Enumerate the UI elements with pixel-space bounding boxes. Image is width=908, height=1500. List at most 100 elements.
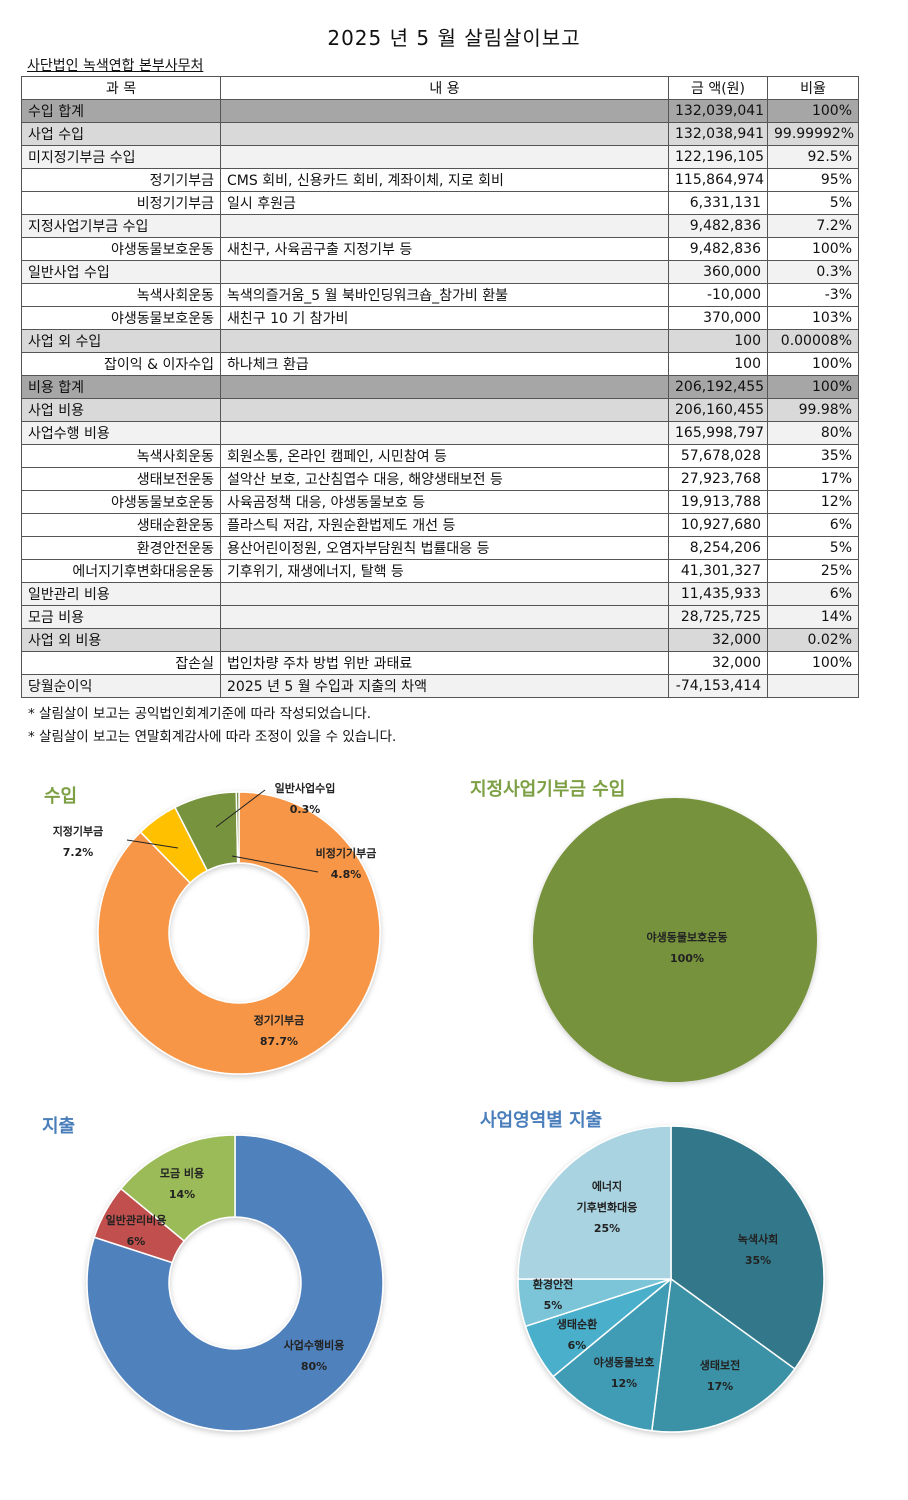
pie-slice-야생동물보호운동 xyxy=(532,798,817,1082)
pie-chart-2 xyxy=(86,1134,384,1432)
slice-label: 지정기부금 xyxy=(53,824,104,838)
row-description: 2025 년 5 월 수입과 지출의 차액 xyxy=(220,674,669,698)
pie-slice-야생동물보호 xyxy=(552,1277,672,1432)
pie-chart-1 xyxy=(532,798,817,1082)
row-ratio: 80% xyxy=(767,421,859,445)
row-ratio: 0.02% xyxy=(767,628,859,652)
row-description: 기후위기, 재생에너지, 탈핵 등 xyxy=(220,559,669,583)
slice-value: 6% xyxy=(127,1235,146,1248)
row-amount: 9,482,836 xyxy=(668,214,768,238)
slice-value: 7.2% xyxy=(63,846,94,859)
row-amount: 57,678,028 xyxy=(668,444,768,468)
pie-slice-일반사업수입 xyxy=(235,791,240,864)
row-description: 플라스틱 저감, 자원순환법제도 개선 등 xyxy=(220,513,669,537)
row-subject: 에너지기후변화대응운동 xyxy=(21,559,221,583)
row-description xyxy=(220,375,669,399)
slice-value: 87.7% xyxy=(260,1035,298,1048)
pie-slice-모금 비용 xyxy=(119,1134,236,1242)
row-subject: 야생동물보호운동 xyxy=(21,306,221,330)
row-ratio: 100% xyxy=(767,651,859,675)
table-row: 잡손실 법인차량 주차 방법 위반 과태료 32,000 100% xyxy=(21,651,859,675)
slice-label: 모금 비용 xyxy=(160,1166,204,1180)
note-2: * 살림살이 보고는 연말회계감사에 따라 조정이 있을 수 있습니다. xyxy=(28,729,397,745)
row-amount: 10,927,680 xyxy=(668,513,768,537)
table-row: 지정사업기부금 수입 9,482,836 7.2% xyxy=(21,214,859,238)
slice-value: 12% xyxy=(611,1377,637,1390)
table-row: 생태보전운동 설악산 보호, 고산침엽수 대응, 해양생태보전 등 27,923,7… xyxy=(21,467,859,491)
table-row: 사업 비용 206,160,455 99.98% xyxy=(21,398,859,422)
slice-label: 사업수행비용 xyxy=(284,1338,345,1352)
row-subject: 비정기기부금 xyxy=(21,191,221,215)
pie-slice-녹색사회 xyxy=(670,1125,825,1370)
slice-label: 생태보전 xyxy=(700,1358,740,1372)
row-subject: 정기기부금 xyxy=(21,168,221,192)
chart-title-expense: 지출 xyxy=(42,1116,76,1137)
table-row: 사업 외 수입 100 0.00008% xyxy=(21,329,859,353)
slice-label: 환경안전 xyxy=(533,1277,573,1291)
slice-value: 25% xyxy=(594,1222,620,1235)
row-amount: 41,301,327 xyxy=(668,559,768,583)
leader-line xyxy=(231,855,319,873)
slice-label: 일반관리비용 xyxy=(106,1213,167,1227)
table-row: 잡이익 & 이자수입 하나체크 환급 100 100% xyxy=(21,352,859,376)
row-subject: 비용 합계 xyxy=(21,375,221,399)
slice-value: 17% xyxy=(707,1380,733,1393)
leader-line xyxy=(126,839,179,849)
row-subject: 일반관리 비용 xyxy=(21,582,221,606)
chart-title-designated: 지정사업기부금 수입 xyxy=(470,779,626,800)
row-description xyxy=(220,628,669,652)
row-ratio: 99.98% xyxy=(767,398,859,422)
row-ratio: 25% xyxy=(767,559,859,583)
row-amount: 206,160,455 xyxy=(668,398,768,422)
row-ratio: 103% xyxy=(767,306,859,330)
table-row: 사업 외 비용 32,000 0.02% xyxy=(21,628,859,652)
row-description: 새친구, 사육곰구출 지정기부 등 xyxy=(220,237,669,261)
row-amount: -10,000 xyxy=(668,283,768,307)
table-row: 에너지기후변화대응운동 기후위기, 재생에너지, 탈핵 등 41,301,327 25… xyxy=(21,559,859,583)
slice-label: 비정기기부금 xyxy=(316,846,377,860)
pie-chart-3 xyxy=(517,1125,825,1433)
row-amount: 165,998,797 xyxy=(668,421,768,445)
row-ratio: 35% xyxy=(767,444,859,468)
row-subject: 사업 외 수입 xyxy=(21,329,221,353)
row-amount: 9,482,836 xyxy=(668,237,768,261)
row-amount: 370,000 xyxy=(668,306,768,330)
row-subject: 모금 비용 xyxy=(21,605,221,629)
row-subject: 환경안전운동 xyxy=(21,536,221,560)
slice-label: 에너지 xyxy=(592,1179,622,1193)
row-amount: 132,039,041 xyxy=(668,99,768,123)
row-ratio: 100% xyxy=(767,99,859,123)
note-1: * 살림살이 보고는 공익법인회계기준에 따라 작성되었습니다. xyxy=(28,706,371,722)
slice-value: 35% xyxy=(745,1254,771,1267)
slice-label: 녹색사회 xyxy=(738,1232,778,1246)
row-amount: 115,864,974 xyxy=(668,168,768,192)
page-title: 2025 년 5 월 살림살이보고 xyxy=(327,26,581,50)
row-description: 설악산 보호, 고산침엽수 대응, 해양생태보전 등 xyxy=(220,467,669,491)
table-row: 야생동물보호운동 새친구, 사육곰구출 지정기부 등 9,482,836 100% xyxy=(21,237,859,261)
slice-value: 80% xyxy=(301,1360,327,1373)
row-description: 하나체크 환급 xyxy=(220,352,669,376)
row-subject: 지정사업기부금 수입 xyxy=(21,214,221,238)
header-amount: 금 액(원) xyxy=(668,76,768,100)
table-row: 녹색사회운동 녹색의즐거움_5 월 북바인딩워크숍_참가비 환불 -10,000 -3… xyxy=(21,283,859,307)
pie-chart-0 xyxy=(97,791,381,1075)
row-ratio: 99.99992% xyxy=(767,122,859,146)
row-ratio: 100% xyxy=(767,237,859,261)
row-subject: 잡이익 & 이자수입 xyxy=(21,352,221,376)
row-amount: 28,725,725 xyxy=(668,605,768,629)
row-ratio: 100% xyxy=(767,352,859,376)
row-ratio: 0.00008% xyxy=(767,329,859,353)
row-ratio: 100% xyxy=(767,375,859,399)
row-ratio: 92.5% xyxy=(767,145,859,169)
pie-slice-생태보전 xyxy=(650,1277,796,1433)
row-amount: 32,000 xyxy=(668,628,768,652)
row-description xyxy=(220,99,669,123)
table-row: 사업수행 비용 165,998,797 80% xyxy=(21,421,859,445)
row-description: 사육곰정책 대응, 야생동물보호 등 xyxy=(220,490,669,514)
pie-slice-사업수행비용 xyxy=(86,1134,384,1432)
table-header-row: 과 목 내 용 금 액(원) 비율 xyxy=(21,76,859,100)
slice-value: 0.3% xyxy=(290,803,321,816)
slice-label: 기후변화대응 xyxy=(577,1200,638,1214)
table-row: 정기기부금 CMS 회비, 신용카드 회비, 계좌이체, 지로 회비 115,864… xyxy=(21,168,859,192)
